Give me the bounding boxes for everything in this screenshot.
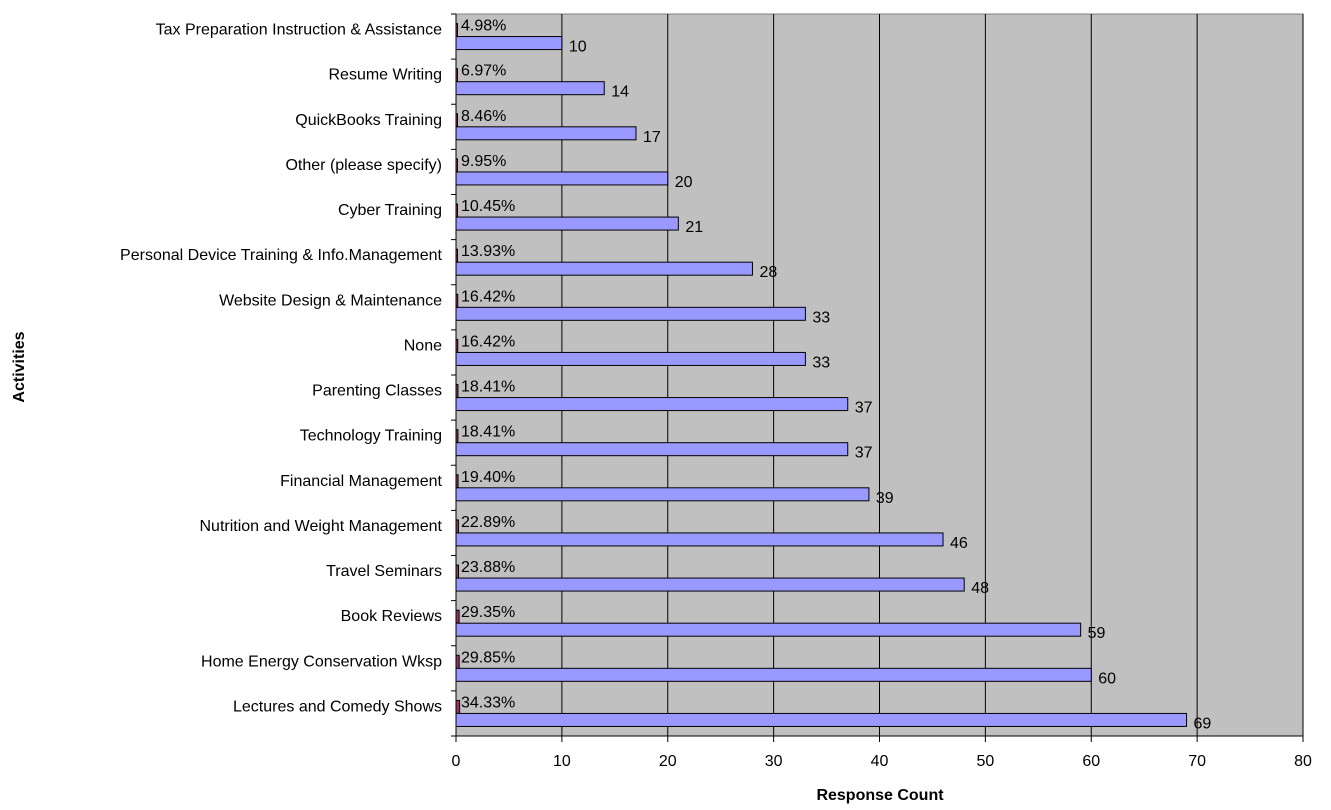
percent-label: 23.88%	[461, 559, 515, 576]
count-value-label: 14	[611, 84, 629, 101]
x-tick-label: 50	[976, 753, 994, 770]
category-label: Nutrition and Weight Management	[199, 518, 442, 535]
percent-label: 16.42%	[461, 288, 515, 305]
percent-bar	[455, 519, 459, 534]
category-label: Home Energy Conservation Wksp	[201, 653, 442, 670]
x-tick-label: 10	[553, 753, 571, 770]
percent-label: 29.85%	[461, 649, 515, 666]
count-bar	[455, 667, 1092, 682]
count-bar	[455, 171, 669, 186]
count-bar	[455, 397, 849, 412]
percent-label: 22.89%	[461, 514, 515, 531]
percent-label: 34.33%	[461, 694, 515, 711]
percent-label: 16.42%	[461, 333, 515, 350]
x-tick-label: 80	[1294, 753, 1312, 770]
percent-bar	[455, 609, 460, 624]
count-value-label: 48	[971, 580, 989, 597]
count-value-label: 33	[812, 354, 830, 371]
count-value-label: 10	[569, 39, 587, 56]
category-label: Website Design & Maintenance	[219, 292, 442, 309]
category-label: Travel Seminars	[326, 563, 442, 580]
count-value-label: 69	[1194, 715, 1212, 732]
count-value-label: 17	[643, 129, 661, 146]
x-tick-label: 60	[1082, 753, 1100, 770]
x-tick-label: 20	[659, 753, 677, 770]
count-bar	[455, 216, 679, 231]
x-tick-label: 40	[871, 753, 889, 770]
count-bar	[455, 306, 806, 321]
category-label: QuickBooks Training	[295, 112, 442, 129]
percent-bar	[455, 429, 459, 444]
count-bar	[455, 261, 753, 276]
count-bar	[455, 487, 870, 502]
x-tick-label: 70	[1188, 753, 1206, 770]
percent-label: 8.46%	[461, 108, 506, 125]
percent-bar	[455, 113, 458, 128]
count-value-label: 21	[685, 219, 703, 236]
category-label: Financial Management	[280, 473, 442, 490]
percent-bar	[455, 564, 460, 579]
count-value-label: 37	[855, 400, 873, 417]
count-bar	[455, 622, 1082, 637]
count-value-label: 20	[675, 174, 693, 191]
percent-label: 4.98%	[461, 18, 506, 35]
category-label: Resume Writing	[328, 67, 442, 84]
count-value-label: 33	[812, 309, 830, 326]
count-value-label: 37	[855, 445, 873, 462]
category-label: None	[404, 337, 442, 354]
count-value-label: 59	[1088, 625, 1106, 642]
x-axis-title: Response Count	[816, 787, 944, 804]
percent-bar	[455, 699, 461, 714]
count-bar	[455, 36, 563, 51]
category-label: Cyber Training	[338, 202, 442, 219]
count-bar	[455, 126, 637, 141]
percent-bar	[455, 474, 459, 489]
count-value-label: 28	[759, 264, 777, 281]
count-value-label: 60	[1098, 670, 1116, 687]
category-label: Lectures and Comedy Shows	[233, 698, 442, 715]
count-bar	[455, 442, 849, 457]
percent-label: 19.40%	[461, 469, 515, 486]
percent-bar	[455, 654, 460, 669]
percent-label: 13.93%	[461, 243, 515, 260]
count-bar	[455, 712, 1188, 727]
y-axis-title: Activities	[11, 331, 28, 402]
percent-bar	[455, 384, 459, 399]
percent-bar	[455, 23, 458, 38]
category-label: Technology Training	[300, 428, 442, 445]
percent-label: 29.35%	[461, 604, 515, 621]
percent-label: 6.97%	[461, 63, 506, 80]
percent-bar	[455, 68, 458, 83]
percent-label: 18.41%	[461, 379, 515, 396]
count-value-label: 46	[950, 535, 968, 552]
count-bar	[455, 577, 965, 592]
category-label: Book Reviews	[341, 608, 442, 625]
x-tick-label: 30	[765, 753, 783, 770]
x-tick-label: 0	[452, 753, 461, 770]
count-value-label: 39	[876, 490, 894, 507]
percent-label: 10.45%	[461, 198, 515, 215]
percent-bar	[455, 158, 458, 173]
count-bar	[455, 532, 944, 547]
percent-bar	[455, 338, 459, 353]
percent-label: 9.95%	[461, 153, 506, 170]
percent-label: 18.41%	[461, 424, 515, 441]
count-bar	[455, 81, 605, 96]
category-label: Other (please specify)	[285, 157, 442, 174]
category-label: Personal Device Training & Info.Manageme…	[120, 247, 443, 264]
percent-bar	[455, 203, 458, 218]
percent-bar	[455, 248, 458, 263]
percent-bar	[455, 293, 459, 308]
count-bar	[455, 351, 806, 366]
category-label: Tax Preparation Instruction & Assistance	[156, 22, 442, 39]
category-label: Parenting Classes	[312, 383, 442, 400]
